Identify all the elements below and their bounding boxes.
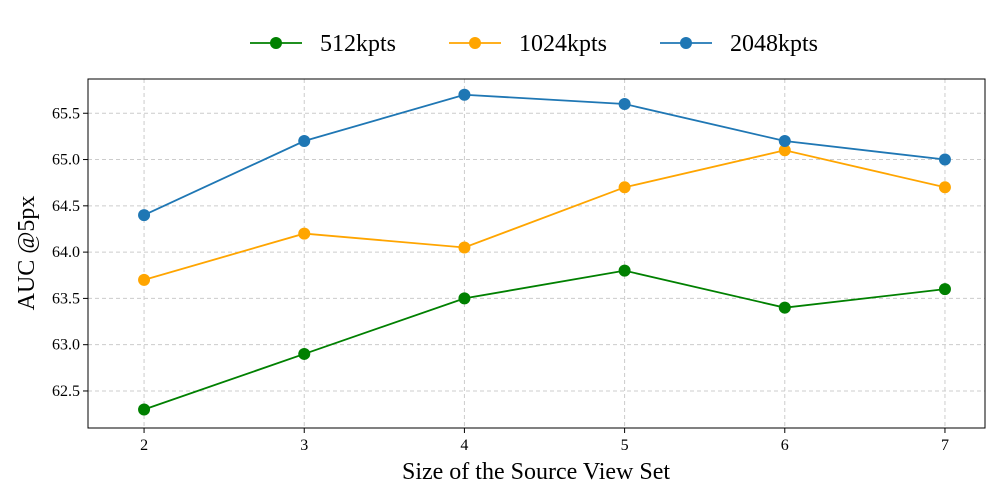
legend-label: 1024kpts bbox=[519, 31, 607, 57]
x-axis-label: Size of the Source View Set bbox=[402, 459, 670, 485]
x-tick-label: 4 bbox=[460, 437, 468, 454]
series-2048kpts bbox=[138, 88, 951, 222]
series-line bbox=[143, 93, 946, 216]
y-tick-label: 65.5 bbox=[52, 105, 80, 122]
plot-frame bbox=[87, 78, 986, 429]
data-point bbox=[458, 241, 471, 254]
data-point bbox=[298, 135, 311, 148]
legend: 512kpts 1024kpts 2048kpts bbox=[250, 31, 818, 57]
data-point bbox=[618, 264, 631, 277]
data-point bbox=[138, 403, 151, 416]
series-1024kpts bbox=[138, 144, 951, 286]
y-tick-label: 63.0 bbox=[52, 337, 80, 354]
data-point bbox=[938, 283, 951, 296]
series-line bbox=[143, 149, 946, 281]
data-point bbox=[778, 144, 791, 157]
y-axis-ticks: 62.5 63.0 63.5 64.0 64.5 65.0 65.5 bbox=[52, 105, 88, 400]
data-point bbox=[458, 292, 471, 305]
x-axis-ticks: 2 3 4 5 6 7 bbox=[140, 428, 949, 454]
legend-item: 1024kpts bbox=[449, 31, 607, 57]
legend-item: 2048kpts bbox=[660, 31, 818, 57]
data-point bbox=[618, 97, 631, 110]
data-point bbox=[618, 181, 631, 194]
legend-marker bbox=[680, 37, 692, 49]
series-512kpts bbox=[138, 264, 951, 416]
legend-label: 2048kpts bbox=[730, 31, 818, 57]
x-tick-label: 3 bbox=[300, 437, 308, 454]
data-point bbox=[778, 301, 791, 314]
x-tick-label: 5 bbox=[621, 437, 629, 454]
data-point bbox=[778, 135, 791, 148]
legend-marker bbox=[270, 37, 282, 49]
legend-label: 512kpts bbox=[320, 31, 396, 57]
grid bbox=[88, 79, 985, 428]
y-tick-label: 62.5 bbox=[52, 383, 80, 400]
y-axis-label: AUC @5px bbox=[14, 196, 40, 311]
series-line bbox=[143, 269, 946, 411]
legend-marker bbox=[469, 37, 481, 49]
y-tick-label: 65.0 bbox=[52, 152, 80, 169]
y-tick-label: 63.5 bbox=[52, 290, 80, 307]
x-tick-label: 6 bbox=[781, 437, 789, 454]
data-point bbox=[458, 88, 471, 101]
data-point bbox=[938, 181, 951, 194]
x-tick-label: 7 bbox=[941, 437, 949, 454]
x-tick-label: 2 bbox=[140, 437, 148, 454]
data-point bbox=[298, 347, 311, 360]
data-point bbox=[298, 227, 311, 240]
y-tick-label: 64.0 bbox=[52, 244, 80, 261]
data-point bbox=[938, 153, 951, 166]
legend-item: 512kpts bbox=[250, 31, 396, 57]
data-point bbox=[138, 273, 151, 286]
y-tick-label: 64.5 bbox=[52, 198, 80, 215]
series-layer bbox=[138, 88, 951, 416]
data-point bbox=[138, 209, 151, 222]
